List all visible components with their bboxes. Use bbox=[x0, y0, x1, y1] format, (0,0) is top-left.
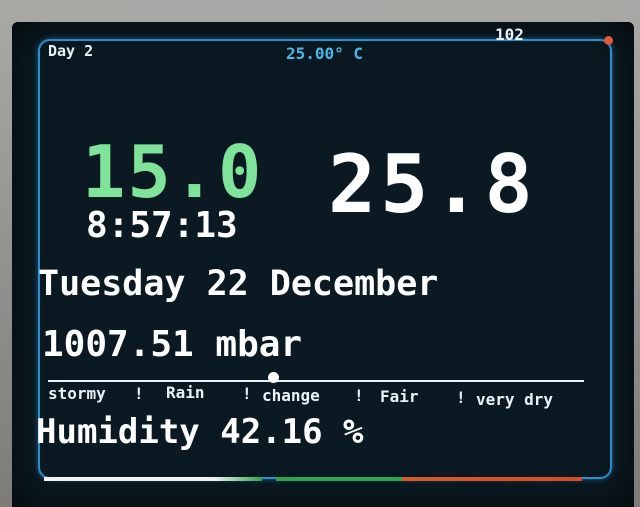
clock-time: 8:57:13 bbox=[86, 205, 238, 246]
day-label: Day 2 bbox=[48, 42, 94, 60]
scale-label-stormy: stormy bbox=[48, 384, 106, 403]
barometer-marker bbox=[268, 372, 280, 383]
scale-label-rain: Rain bbox=[166, 383, 205, 402]
status-bar-orange bbox=[402, 477, 582, 481]
scale-label-very-dry: very dry bbox=[476, 390, 554, 409]
display-screen: 102 Day 2 25.00° C 15.0 25.8 8:57:13 Tue… bbox=[12, 22, 634, 507]
barometer-scale-labels: stormy ! Rain ! change ! Fair ! very dry bbox=[48, 380, 584, 410]
scale-label-fair: Fair bbox=[380, 387, 419, 406]
scale-separator: ! bbox=[242, 384, 252, 403]
indoor-temperature: 15.0 bbox=[82, 130, 264, 214]
date-text: Tuesday 22 December bbox=[38, 264, 439, 304]
scale-label-change: change bbox=[262, 386, 320, 405]
indicator-dot-icon bbox=[604, 36, 613, 45]
scale-separator: ! bbox=[134, 384, 144, 403]
set-temperature: 25.00° C bbox=[286, 44, 364, 63]
scale-separator: ! bbox=[354, 386, 364, 405]
pressure-readout: 1007.51 mbar bbox=[42, 324, 303, 365]
outdoor-temperature: 25.8 bbox=[328, 138, 537, 231]
counter-readout: 102 bbox=[495, 25, 524, 44]
barometer-scale-line bbox=[48, 380, 584, 382]
status-bar-green bbox=[276, 477, 402, 481]
humidity-readout: Humidity 42.16 % bbox=[36, 412, 364, 452]
scale-separator: ! bbox=[456, 388, 466, 407]
status-bar-white bbox=[44, 477, 262, 481]
